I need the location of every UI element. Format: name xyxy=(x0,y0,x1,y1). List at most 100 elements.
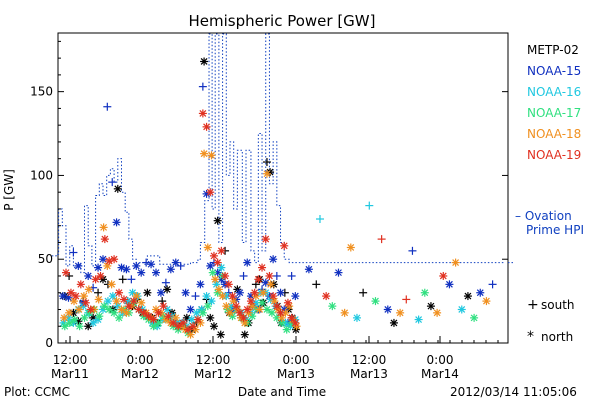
data-point xyxy=(396,308,405,317)
plot-credit: Plot: CCMC xyxy=(4,385,70,399)
data-point xyxy=(84,271,93,280)
data-point xyxy=(179,318,188,327)
data-point xyxy=(240,318,249,327)
data-point xyxy=(203,243,212,252)
data-point xyxy=(89,318,98,327)
x-tick-label-date: Mar13 xyxy=(277,367,315,381)
data-point xyxy=(144,312,153,321)
data-point xyxy=(334,268,343,277)
data-point xyxy=(262,158,271,167)
x-tick-label-time: 12:00 xyxy=(352,353,387,367)
data-point xyxy=(122,308,131,317)
data-point xyxy=(255,305,264,314)
data-point xyxy=(176,261,185,270)
data-point xyxy=(261,278,270,287)
data-point xyxy=(166,265,175,274)
data-point xyxy=(287,271,296,280)
data-point xyxy=(149,322,158,331)
data-point xyxy=(69,248,78,257)
data-point xyxy=(269,255,278,264)
data-point xyxy=(198,109,207,118)
data-point xyxy=(262,169,271,178)
data-point xyxy=(203,302,212,311)
data-point xyxy=(94,263,103,272)
data-point xyxy=(250,288,259,297)
data-point xyxy=(149,315,158,324)
legend-entry: NOAA-16 xyxy=(527,85,581,99)
data-point xyxy=(99,223,108,232)
ovation-legend-line2: Prime HPI xyxy=(526,223,584,237)
data-point xyxy=(287,313,296,322)
data-point xyxy=(206,188,215,197)
data-point xyxy=(277,313,286,322)
data-point xyxy=(76,280,85,289)
data-point xyxy=(60,322,69,331)
data-point xyxy=(118,275,127,284)
y-tick-label: 0 xyxy=(45,336,53,350)
x-tick-label-time: 0:00 xyxy=(427,353,454,367)
data-point xyxy=(276,308,285,317)
x-tick-label-time: 0:00 xyxy=(283,353,310,367)
data-point xyxy=(246,297,255,306)
y-axis-label: P [GW] xyxy=(2,169,16,211)
data-point xyxy=(221,271,230,280)
x-tick-label-date: Mar12 xyxy=(121,367,159,381)
data-point xyxy=(184,325,193,334)
data-point xyxy=(213,268,222,277)
data-point xyxy=(272,271,281,280)
data-point xyxy=(71,292,80,301)
data-point xyxy=(315,215,324,223)
data-point xyxy=(100,235,109,244)
data-point xyxy=(186,305,195,314)
data-point xyxy=(272,302,281,311)
timestamp: 2012/03/14 11:05:06 xyxy=(450,385,577,399)
data-point xyxy=(488,280,497,289)
legend-entry: NOAA-15 xyxy=(527,64,581,78)
plot-frame xyxy=(57,32,509,344)
data-point xyxy=(115,313,124,322)
data-point xyxy=(198,82,207,91)
data-point xyxy=(152,268,161,277)
data-point xyxy=(112,297,121,306)
ovation-prime-hpi-line xyxy=(51,33,514,274)
data-point xyxy=(340,308,349,317)
data-point xyxy=(235,288,244,297)
data-point xyxy=(103,102,112,111)
data-point xyxy=(129,297,138,306)
x-tick-label-date: Mar14 xyxy=(421,367,459,381)
data-point xyxy=(91,275,100,284)
ovation-hpi-step-line xyxy=(51,33,505,274)
data-point xyxy=(196,280,205,289)
data-point xyxy=(65,308,74,317)
data-point xyxy=(426,302,435,311)
data-point xyxy=(154,308,163,317)
data-point xyxy=(100,302,109,311)
data-point xyxy=(482,297,491,306)
data-point xyxy=(161,278,170,287)
data-point xyxy=(214,285,223,294)
y-tick-label: 150 xyxy=(30,85,53,99)
data-point xyxy=(420,288,429,297)
ovation-legend-line1: – Ovation xyxy=(515,209,572,223)
satellite-markers xyxy=(58,57,497,339)
data-point xyxy=(445,280,454,289)
marker-legend-label: south xyxy=(541,298,575,312)
legend-entry: NOAA-18 xyxy=(527,127,581,141)
data-point xyxy=(211,275,220,284)
data-point xyxy=(143,288,152,297)
data-point xyxy=(66,288,75,297)
data-point xyxy=(217,246,226,255)
data-point xyxy=(202,122,211,131)
data-point xyxy=(64,293,73,302)
data-point xyxy=(156,288,165,297)
data-point xyxy=(359,288,368,297)
data-point xyxy=(164,312,173,321)
data-point xyxy=(197,305,206,314)
data-point xyxy=(79,292,88,301)
data-point xyxy=(322,292,331,301)
data-point xyxy=(74,305,83,314)
data-point xyxy=(62,268,71,277)
data-point xyxy=(402,295,411,304)
data-point xyxy=(189,322,197,331)
chart-title: Hemispheric Power [GW] xyxy=(189,12,376,30)
